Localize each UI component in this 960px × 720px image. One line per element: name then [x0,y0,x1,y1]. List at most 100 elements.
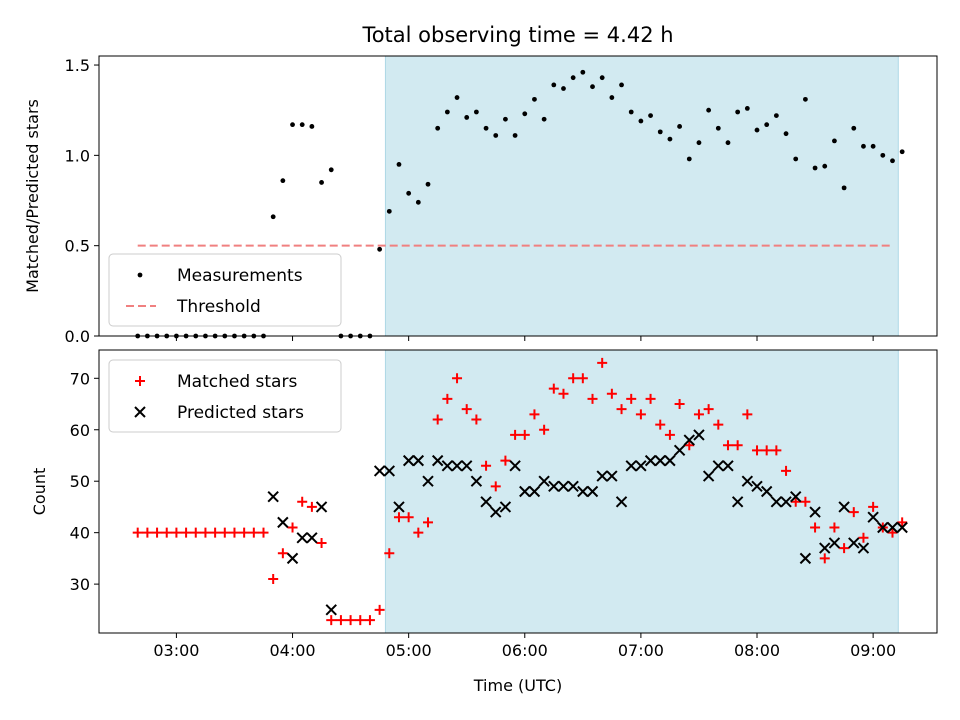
data-point [519,429,530,440]
data-point [819,542,831,554]
data-point [812,165,818,171]
data-point [890,158,895,164]
data-point [171,527,182,538]
x-tick-label: 05:00 [386,641,432,660]
data-point [461,460,473,472]
data-point [570,75,576,81]
data-point [493,133,499,138]
data-point [799,552,812,565]
data-point [887,527,898,538]
data-point [760,485,773,498]
y-tick-label: 40 [70,524,90,543]
data-point [393,501,405,513]
data-point [142,527,153,538]
legend-label: Threshold [176,297,261,317]
legend-label: Measurements [177,266,303,286]
data-point [328,167,334,173]
data-point [783,131,789,137]
data-point [752,445,763,456]
data-point [539,424,550,435]
data-point [471,414,482,425]
data-point [316,537,327,548]
data-point [355,615,366,626]
y-tick-label: 1.0 [65,146,90,165]
data-point [483,125,489,131]
data-point [809,506,821,518]
data-point [626,393,637,404]
data-point [373,465,386,477]
data-point [802,96,808,102]
data-point [703,404,714,415]
data-point [315,501,328,513]
data-point [645,393,656,404]
data-point [732,440,743,451]
data-point [580,69,586,75]
data-point [396,161,402,167]
x-tick-label: 03:00 [153,641,199,660]
data-point [280,178,286,184]
y-tick-label: 30 [70,575,90,594]
observing-window-span [384,349,899,634]
data-point [219,527,230,538]
data-point [481,460,492,471]
series-predicted-stars [267,429,908,616]
data-point [712,460,725,472]
data-point [693,429,705,441]
data-point [528,485,541,498]
data-point [886,521,899,534]
data-point [461,404,472,415]
data-point [628,109,634,115]
data-point [422,475,434,487]
data-point [870,143,876,149]
data-point [335,615,346,626]
data-point [512,133,518,138]
data-point [790,496,801,507]
data-point [867,511,879,523]
data-point [248,527,259,538]
bottom-panel: 03:00 04:00 05:00 06:00 07:00 08:00 09:00 30 40 5… [30,349,938,660]
legend: Measurements Threshold [108,253,342,327]
y-axis-label: Count [30,468,49,516]
data-point [848,507,859,518]
data-point [735,109,741,115]
data-point [673,444,686,457]
data-point [267,490,279,503]
data-point [674,399,685,410]
data-point [132,527,143,538]
data-point [441,460,454,472]
data-point [619,82,624,88]
data-point [597,357,608,368]
data-point [858,532,869,543]
data-point [686,156,692,162]
data-point [374,604,385,615]
data-point [696,140,702,146]
top-panel: 0.0 0.5 1.0 1.5 Matched/Predicted stars Measu… [23,55,938,346]
data-point [896,521,908,534]
data-point [270,214,276,220]
data-point [677,124,683,129]
data-point [568,373,579,384]
data-point [296,532,308,544]
data-point [510,429,521,440]
data-point [431,454,444,467]
data-point [635,460,647,472]
data-point [839,543,850,554]
data-point [741,475,754,487]
data-point [586,485,599,498]
y-tick-label: 1.5 [65,56,90,75]
data-point [277,516,289,529]
data-point [423,517,434,528]
data-point [761,445,772,456]
data-point [239,527,250,538]
legend-label: Matched stars [177,372,297,392]
chart-title: Total observing time = 4.42 h [361,23,673,47]
data-point [880,152,886,158]
data-point [326,615,337,626]
y-tick-label: 0.5 [65,237,90,256]
y-tick-label: 60 [70,421,90,440]
data-point [684,440,695,451]
data-point [548,480,560,493]
data-point [442,393,453,404]
data-point [751,480,763,493]
data-point [625,460,637,472]
